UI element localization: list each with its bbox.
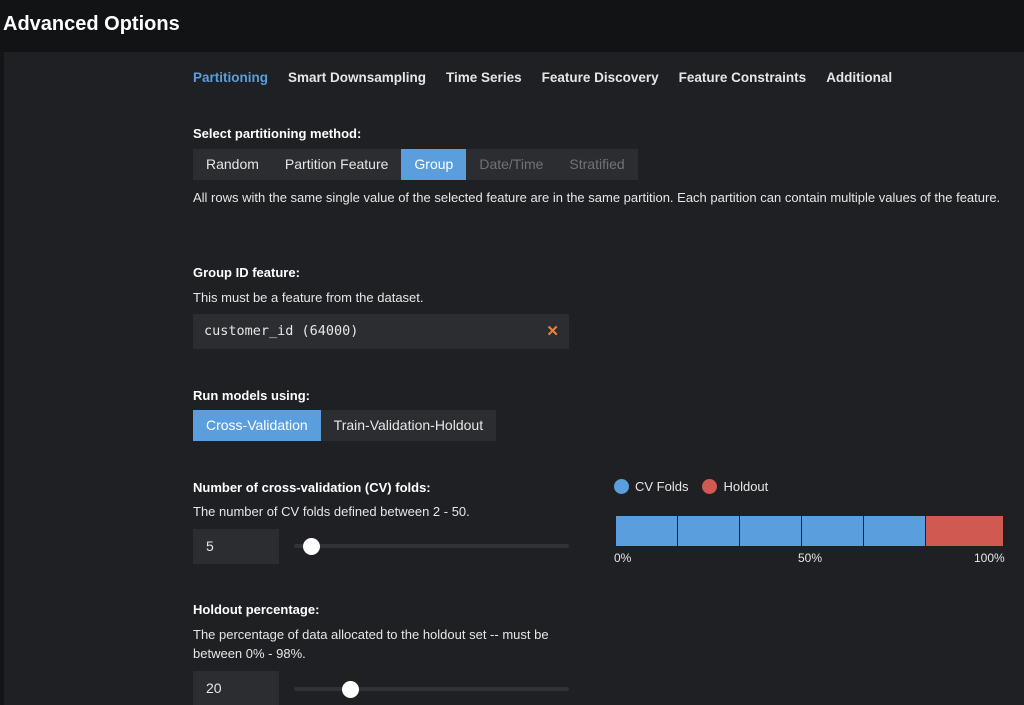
partitioning-method-label: Select partitioning method: [193,126,362,141]
tab-feature-discovery[interactable]: Feature Discovery [541,70,659,85]
method-partition-feature-button[interactable]: Partition Feature [271,149,402,180]
legend-holdout: Holdout [702,479,768,494]
cv-folds-slider-track[interactable] [294,544,569,548]
tick-50: 50% [798,551,823,565]
split-bar [616,516,1003,546]
group-feature-value: customer_id (64000) [204,323,359,339]
holdout-label: Holdout percentage: [193,602,320,617]
run-models-selector: Cross-Validation Train-Validation-Holdou… [193,410,497,441]
method-stratified-button: Stratified [556,149,638,180]
tab-time-series[interactable]: Time Series [446,70,522,85]
header-bar: Advanced Options [0,0,1024,52]
cv-folds-label: Number of cross-validation (CV) folds: [193,480,431,495]
cv-folds-input[interactable]: 5 [193,529,279,564]
page-title: Advanced Options [3,13,180,35]
tab-smart-downsampling[interactable]: Smart Downsampling [288,70,427,85]
tick-0: 0% [614,551,632,565]
legend-cv-folds: CV Folds [614,479,688,494]
group-feature-help: This must be a feature from the dataset. [193,290,424,305]
cv-folds-swatch [614,479,629,494]
method-date-time-button: Date/Time [466,149,557,180]
holdout-input[interactable]: 20 [193,671,279,705]
method-group-button[interactable]: Group [401,149,467,180]
legend-holdout-label: Holdout [723,479,769,494]
cv-fold-segment [677,516,740,546]
holdout-slider-track[interactable] [294,687,569,691]
cv-fold-segment [616,516,678,546]
tick-100: 100% [974,551,1005,565]
cv-fold-segment [739,516,802,546]
holdout-swatch [702,479,718,494]
run-models-label: Run models using: [193,388,310,403]
cv-folds-slider-thumb[interactable] [303,538,321,555]
method-random-button[interactable]: Random [193,149,272,180]
legend-cv-folds-label: CV Folds [635,479,689,494]
cv-fold-segment [801,516,864,546]
group-feature-field[interactable]: customer_id (64000) ✕ [193,314,569,349]
tab-additional[interactable]: Additional [826,70,893,85]
tab-feature-constraints[interactable]: Feature Constraints [678,70,807,85]
holdout-help: The percentage of data allocated to the … [193,627,549,661]
close-icon[interactable]: ✕ [546,323,559,340]
cross-validation-button[interactable]: Cross-Validation [193,410,321,441]
holdout-segment [925,516,1003,546]
tab-partitioning[interactable]: Partitioning [193,70,268,85]
cv-fold-segment [863,516,926,546]
split-legend: CV Folds Holdout [614,479,782,494]
partitioning-method-selector: Random Partition Feature Group Date/Time… [193,149,638,180]
cv-folds-help: The number of CV folds defined between 2… [193,504,470,519]
train-validation-holdout-button[interactable]: Train-Validation-Holdout [320,410,497,441]
left-gutter [0,52,4,705]
group-feature-label: Group ID feature: [193,265,300,280]
partitioning-description: All rows with the same single value of t… [193,190,1001,205]
tab-bar: Partitioning Smart Downsampling Time Ser… [193,70,912,90]
holdout-slider-thumb[interactable] [342,681,360,698]
